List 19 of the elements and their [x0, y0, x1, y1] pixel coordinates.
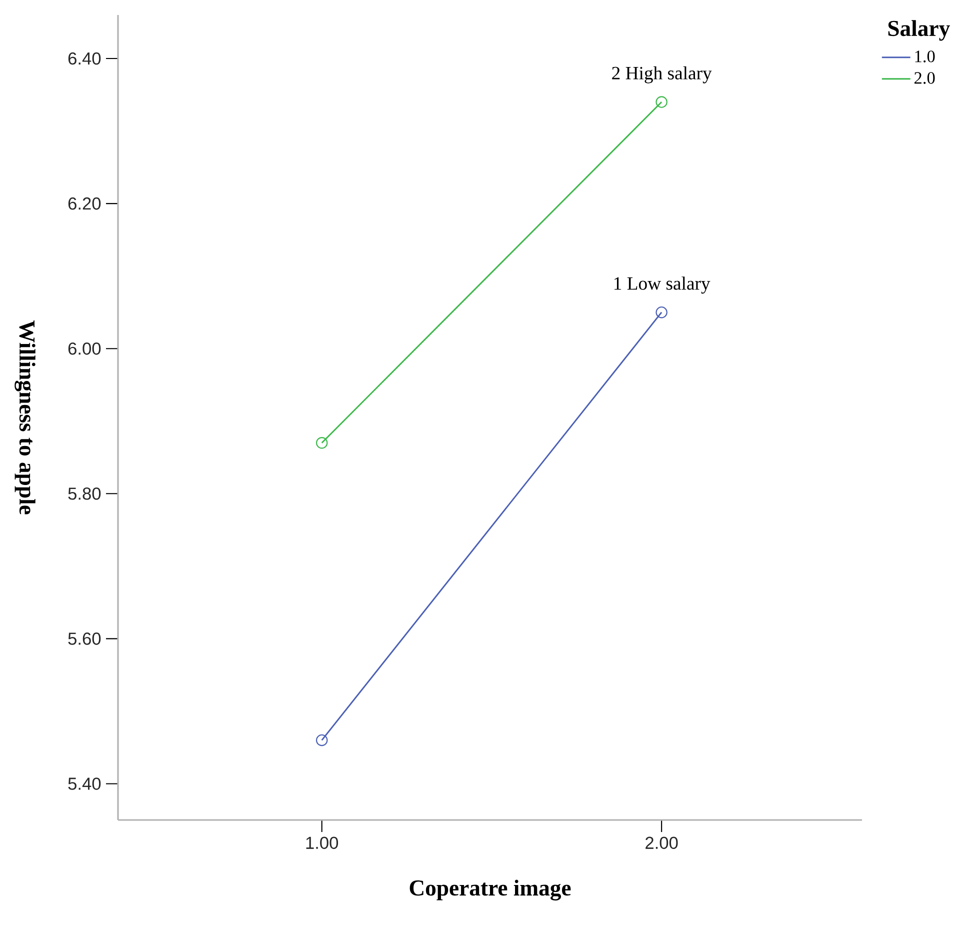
y-tick-label: 6.20	[68, 197, 101, 210]
point	[316, 734, 328, 746]
annotation: 2 High salary	[612, 66, 712, 84]
y-tick-label: 5.80	[68, 488, 101, 500]
x-tick-label: 2.00	[646, 836, 678, 849]
legend-title: Salary	[888, 20, 950, 41]
point	[656, 306, 668, 318]
annotation: 1 Low salary	[614, 276, 710, 294]
y-tick-label: 5.60	[68, 632, 101, 645]
y-tick-label: 6.40	[68, 52, 101, 65]
legend-label: 1.0	[915, 50, 935, 62]
legend-label: 2.0	[914, 72, 935, 84]
y-tick-label: 5.40	[68, 778, 101, 790]
x-tick-label: 1.00	[306, 836, 338, 849]
y-tick-label: 6.00	[68, 342, 101, 355]
point	[656, 96, 668, 108]
point	[316, 437, 328, 449]
y-axis-title: Willingness to apple	[14, 320, 36, 514]
x-axis-title: Coperatre image	[410, 880, 571, 900]
